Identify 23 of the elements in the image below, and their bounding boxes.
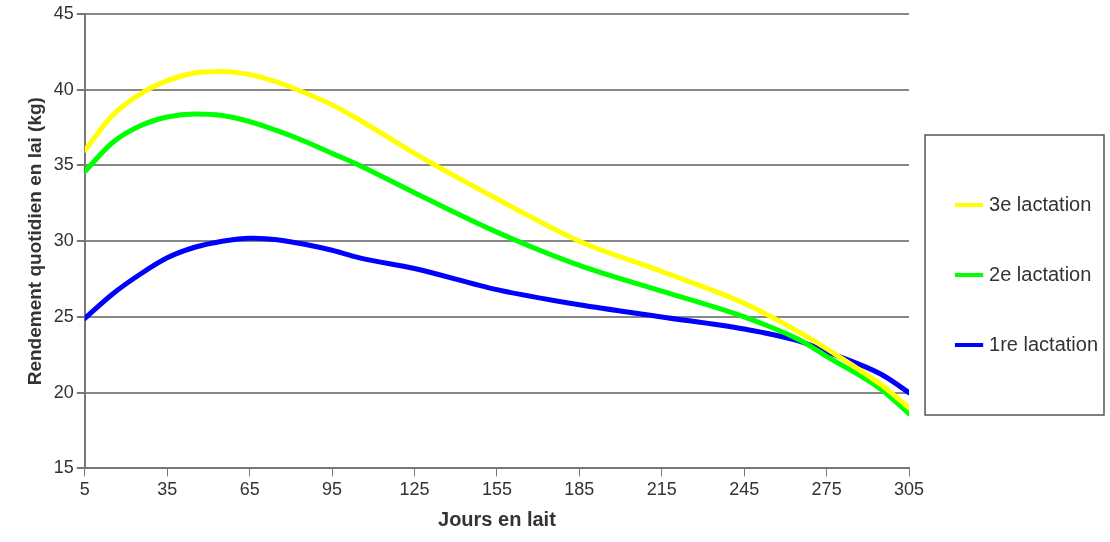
y-tick-label: 25 — [53, 305, 74, 326]
y-tick-label: 45 — [53, 2, 74, 23]
y-tick-label: 40 — [53, 78, 74, 99]
x-tick-label: 5 — [79, 479, 90, 500]
legend-label: 3e lactation — [989, 192, 1092, 215]
x-axis-title: Jours en lait — [438, 507, 557, 530]
legend-label: 2e lactation — [989, 262, 1092, 285]
y-axis-title: Rendement quotidien en lai (kg) — [23, 97, 45, 386]
x-tick-label: 275 — [811, 479, 842, 500]
legend-label: 1re lactation — [989, 332, 1099, 355]
x-tick-label: 305 — [894, 479, 925, 500]
y-tick-label: 30 — [53, 230, 74, 251]
y-tick-label: 20 — [53, 381, 74, 402]
y-tick-label: 15 — [53, 457, 74, 478]
x-tick-label: 65 — [239, 479, 260, 500]
x-tick-label: 35 — [157, 479, 178, 500]
x-tick-label: 95 — [322, 479, 343, 500]
x-tick-label: 125 — [399, 479, 430, 500]
x-tick-label: 185 — [564, 479, 595, 500]
x-tick-label: 155 — [481, 479, 512, 500]
y-tick-label: 35 — [53, 154, 74, 175]
x-tick-label: 215 — [646, 479, 677, 500]
x-tick-label: 245 — [729, 479, 760, 500]
